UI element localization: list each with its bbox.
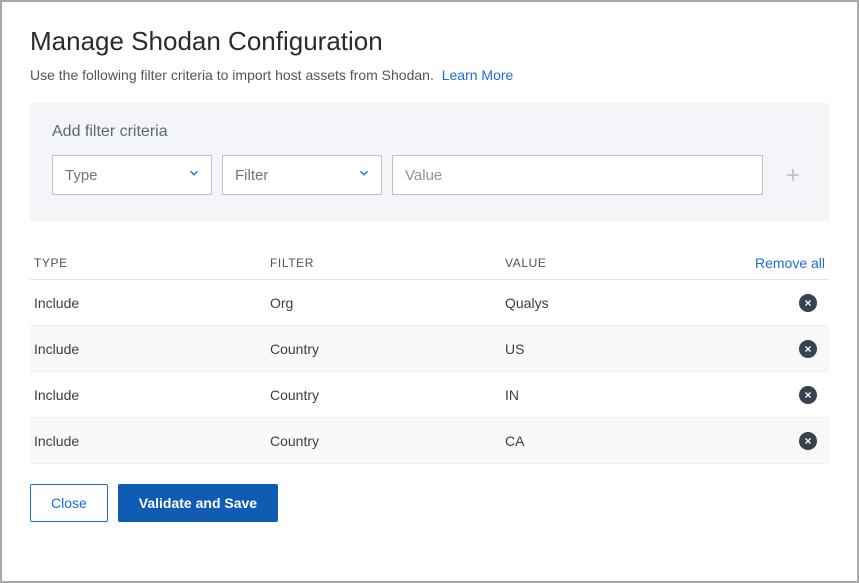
plus-icon xyxy=(783,165,803,185)
table-row: IncludeCountryCA xyxy=(30,418,829,464)
cell-type: Include xyxy=(30,433,270,449)
subtitle-text: Use the following filter criteria to imp… xyxy=(30,67,434,83)
cell-value: IN xyxy=(505,387,739,403)
column-type: TYPE xyxy=(30,256,270,270)
add-filter-label: Add filter criteria xyxy=(52,123,807,141)
cell-value: US xyxy=(505,341,739,357)
chevron-down-icon xyxy=(187,166,201,184)
learn-more-link[interactable]: Learn More xyxy=(442,67,514,83)
cell-filter: Country xyxy=(270,387,505,403)
table-body: IncludeOrgQualysIncludeCountryUSIncludeC… xyxy=(30,280,829,464)
chevron-down-icon xyxy=(357,166,371,184)
remove-row-button[interactable] xyxy=(799,386,817,404)
table-header: TYPE FILTER VALUE Remove all xyxy=(30,247,829,280)
column-filter: FILTER xyxy=(270,256,505,270)
cell-action xyxy=(739,340,829,358)
cell-action xyxy=(739,386,829,404)
cell-filter: Country xyxy=(270,433,505,449)
filter-select-placeholder: Filter xyxy=(235,167,268,184)
cell-value: Qualys xyxy=(505,295,739,311)
validate-save-button[interactable]: Validate and Save xyxy=(118,484,278,522)
cell-action xyxy=(739,294,829,312)
cell-type: Include xyxy=(30,341,270,357)
remove-row-button[interactable] xyxy=(799,294,817,312)
table-row: IncludeOrgQualys xyxy=(30,280,829,326)
cell-type: Include xyxy=(30,387,270,403)
dialog-footer: Close Validate and Save xyxy=(30,484,829,522)
table-row: IncludeCountryIN xyxy=(30,372,829,418)
criteria-table: TYPE FILTER VALUE Remove all IncludeOrgQ… xyxy=(30,247,829,464)
add-filter-panel: Add filter criteria Type Filter xyxy=(30,103,829,221)
close-icon xyxy=(803,344,813,354)
add-criteria-button[interactable] xyxy=(779,165,807,185)
page-title: Manage Shodan Configuration xyxy=(30,26,829,57)
filter-select[interactable]: Filter xyxy=(222,155,382,195)
close-icon xyxy=(803,390,813,400)
page-subtitle: Use the following filter criteria to imp… xyxy=(30,67,829,83)
value-input[interactable] xyxy=(392,155,763,195)
cell-filter: Country xyxy=(270,341,505,357)
add-filter-row: Type Filter xyxy=(52,155,807,195)
close-button[interactable]: Close xyxy=(30,484,108,522)
column-value: VALUE xyxy=(505,256,739,270)
table-row: IncludeCountryUS xyxy=(30,326,829,372)
cell-type: Include xyxy=(30,295,270,311)
type-select-placeholder: Type xyxy=(65,167,98,184)
remove-all-link[interactable]: Remove all xyxy=(739,255,829,271)
close-icon xyxy=(803,436,813,446)
remove-row-button[interactable] xyxy=(799,432,817,450)
cell-action xyxy=(739,432,829,450)
type-select[interactable]: Type xyxy=(52,155,212,195)
cell-value: CA xyxy=(505,433,739,449)
close-icon xyxy=(803,298,813,308)
cell-filter: Org xyxy=(270,295,505,311)
remove-row-button[interactable] xyxy=(799,340,817,358)
